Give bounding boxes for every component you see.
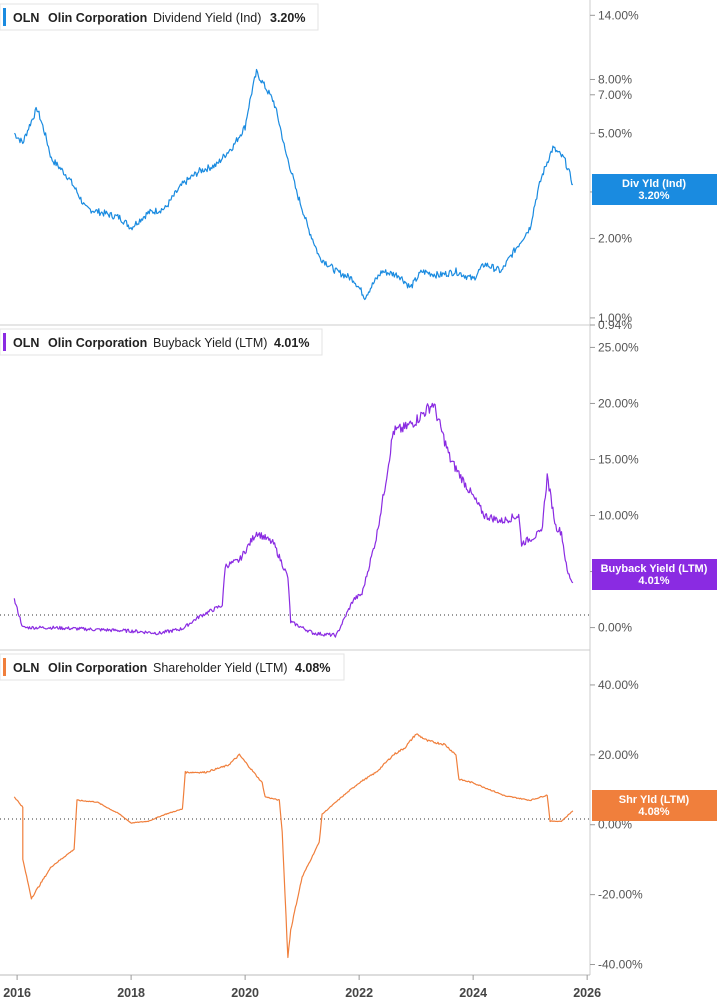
badge-label: Div Yld (Ind) [622,178,686,190]
badge-value: 4.08% [638,806,669,818]
y-tick-label: -20.00% [598,888,643,902]
x-tick-label: 2024 [459,986,487,1000]
badge-bg [592,559,717,590]
legend-metric: Shareholder Yield (LTM) [153,661,288,675]
series-line [13,733,574,959]
x-tick-label: 2016 [3,986,31,1000]
legend-metric: Buyback Yield (LTM) [153,336,267,350]
legend-color-swatch [3,333,6,351]
legend-dividend-yield: OLN Olin Corporation Dividend Yield (Ind… [0,3,319,31]
y-tick-label: 2.00% [598,231,632,245]
badge-bg [592,790,717,821]
legend-color-swatch [3,8,6,26]
legend-box [0,3,319,31]
y-tick-label: 14.00% [598,8,639,22]
y-tick-label: 0.00% [598,621,632,635]
value-badge-buyback: Buyback Yield (LTM) 4.01% [592,559,717,590]
x-tick-label: 2026 [573,986,601,1000]
legend-box [0,328,323,356]
badge-value: 4.01% [638,575,669,587]
y-tick-label: 7.00% [598,88,632,102]
y-tick-label: -40.00% [598,958,643,972]
y-tick-label: 25.00% [598,340,639,354]
badge-bg [592,174,717,205]
y-tick-label: 10.00% [598,509,639,523]
legend-ticker: OLN [13,11,39,25]
series-line [13,68,573,301]
legend-buyback-yield: OLN Olin Corporation Buyback Yield (LTM)… [0,328,323,356]
value-badge-shareholder: Shr Yld (LTM) 4.08% [592,790,717,821]
legend-company: Olin Corporation [48,661,147,675]
badge-label: Shr Yld (LTM) [619,794,690,806]
series-line [13,402,574,638]
y-tick-label: 0.00% [598,818,632,832]
legend-value: 4.01% [274,336,309,350]
badge-value: 3.20% [638,190,669,202]
x-tick-label: 2020 [231,986,259,1000]
legend-box [0,653,345,681]
y-tick-label: 1.00% [598,311,632,325]
y-tick-label: 0.94% [598,318,632,332]
legend-ticker: OLN [13,661,39,675]
legend-company: Olin Corporation [48,11,147,25]
legend-ticker: OLN [13,336,39,350]
legend-metric: Dividend Yield (Ind) [153,11,261,25]
legend-company: Olin Corporation [48,336,147,350]
x-tick-label: 2022 [345,986,373,1000]
legend-value: 4.08% [295,661,330,675]
y-tick-layer: 14.00%8.00%7.00%5.00%3.00%2.00%1.00%0.94… [590,8,643,972]
legend-color-swatch [3,658,6,676]
y-tick-label: 8.00% [598,72,632,86]
x-tick-layer: 2016 2018 2020 2022 2024 2026 [3,975,601,1000]
y-tick-label: 15.00% [598,452,639,466]
series-layer [13,68,574,959]
value-badge-dividend: Div Yld (Ind) 3.20% [592,174,717,205]
x-tick-label: 2018 [117,986,145,1000]
y-tick-label: 20.00% [598,396,639,410]
y-tick-label: 20.00% [598,748,639,762]
y-tick-label: 5.00% [598,126,632,140]
badge-label: Buyback Yield (LTM) [601,563,708,575]
y-tick-label: 40.00% [598,678,639,692]
legend-value: 3.20% [270,11,305,25]
legend-shareholder-yield: OLN Olin Corporation Shareholder Yield (… [0,653,345,681]
